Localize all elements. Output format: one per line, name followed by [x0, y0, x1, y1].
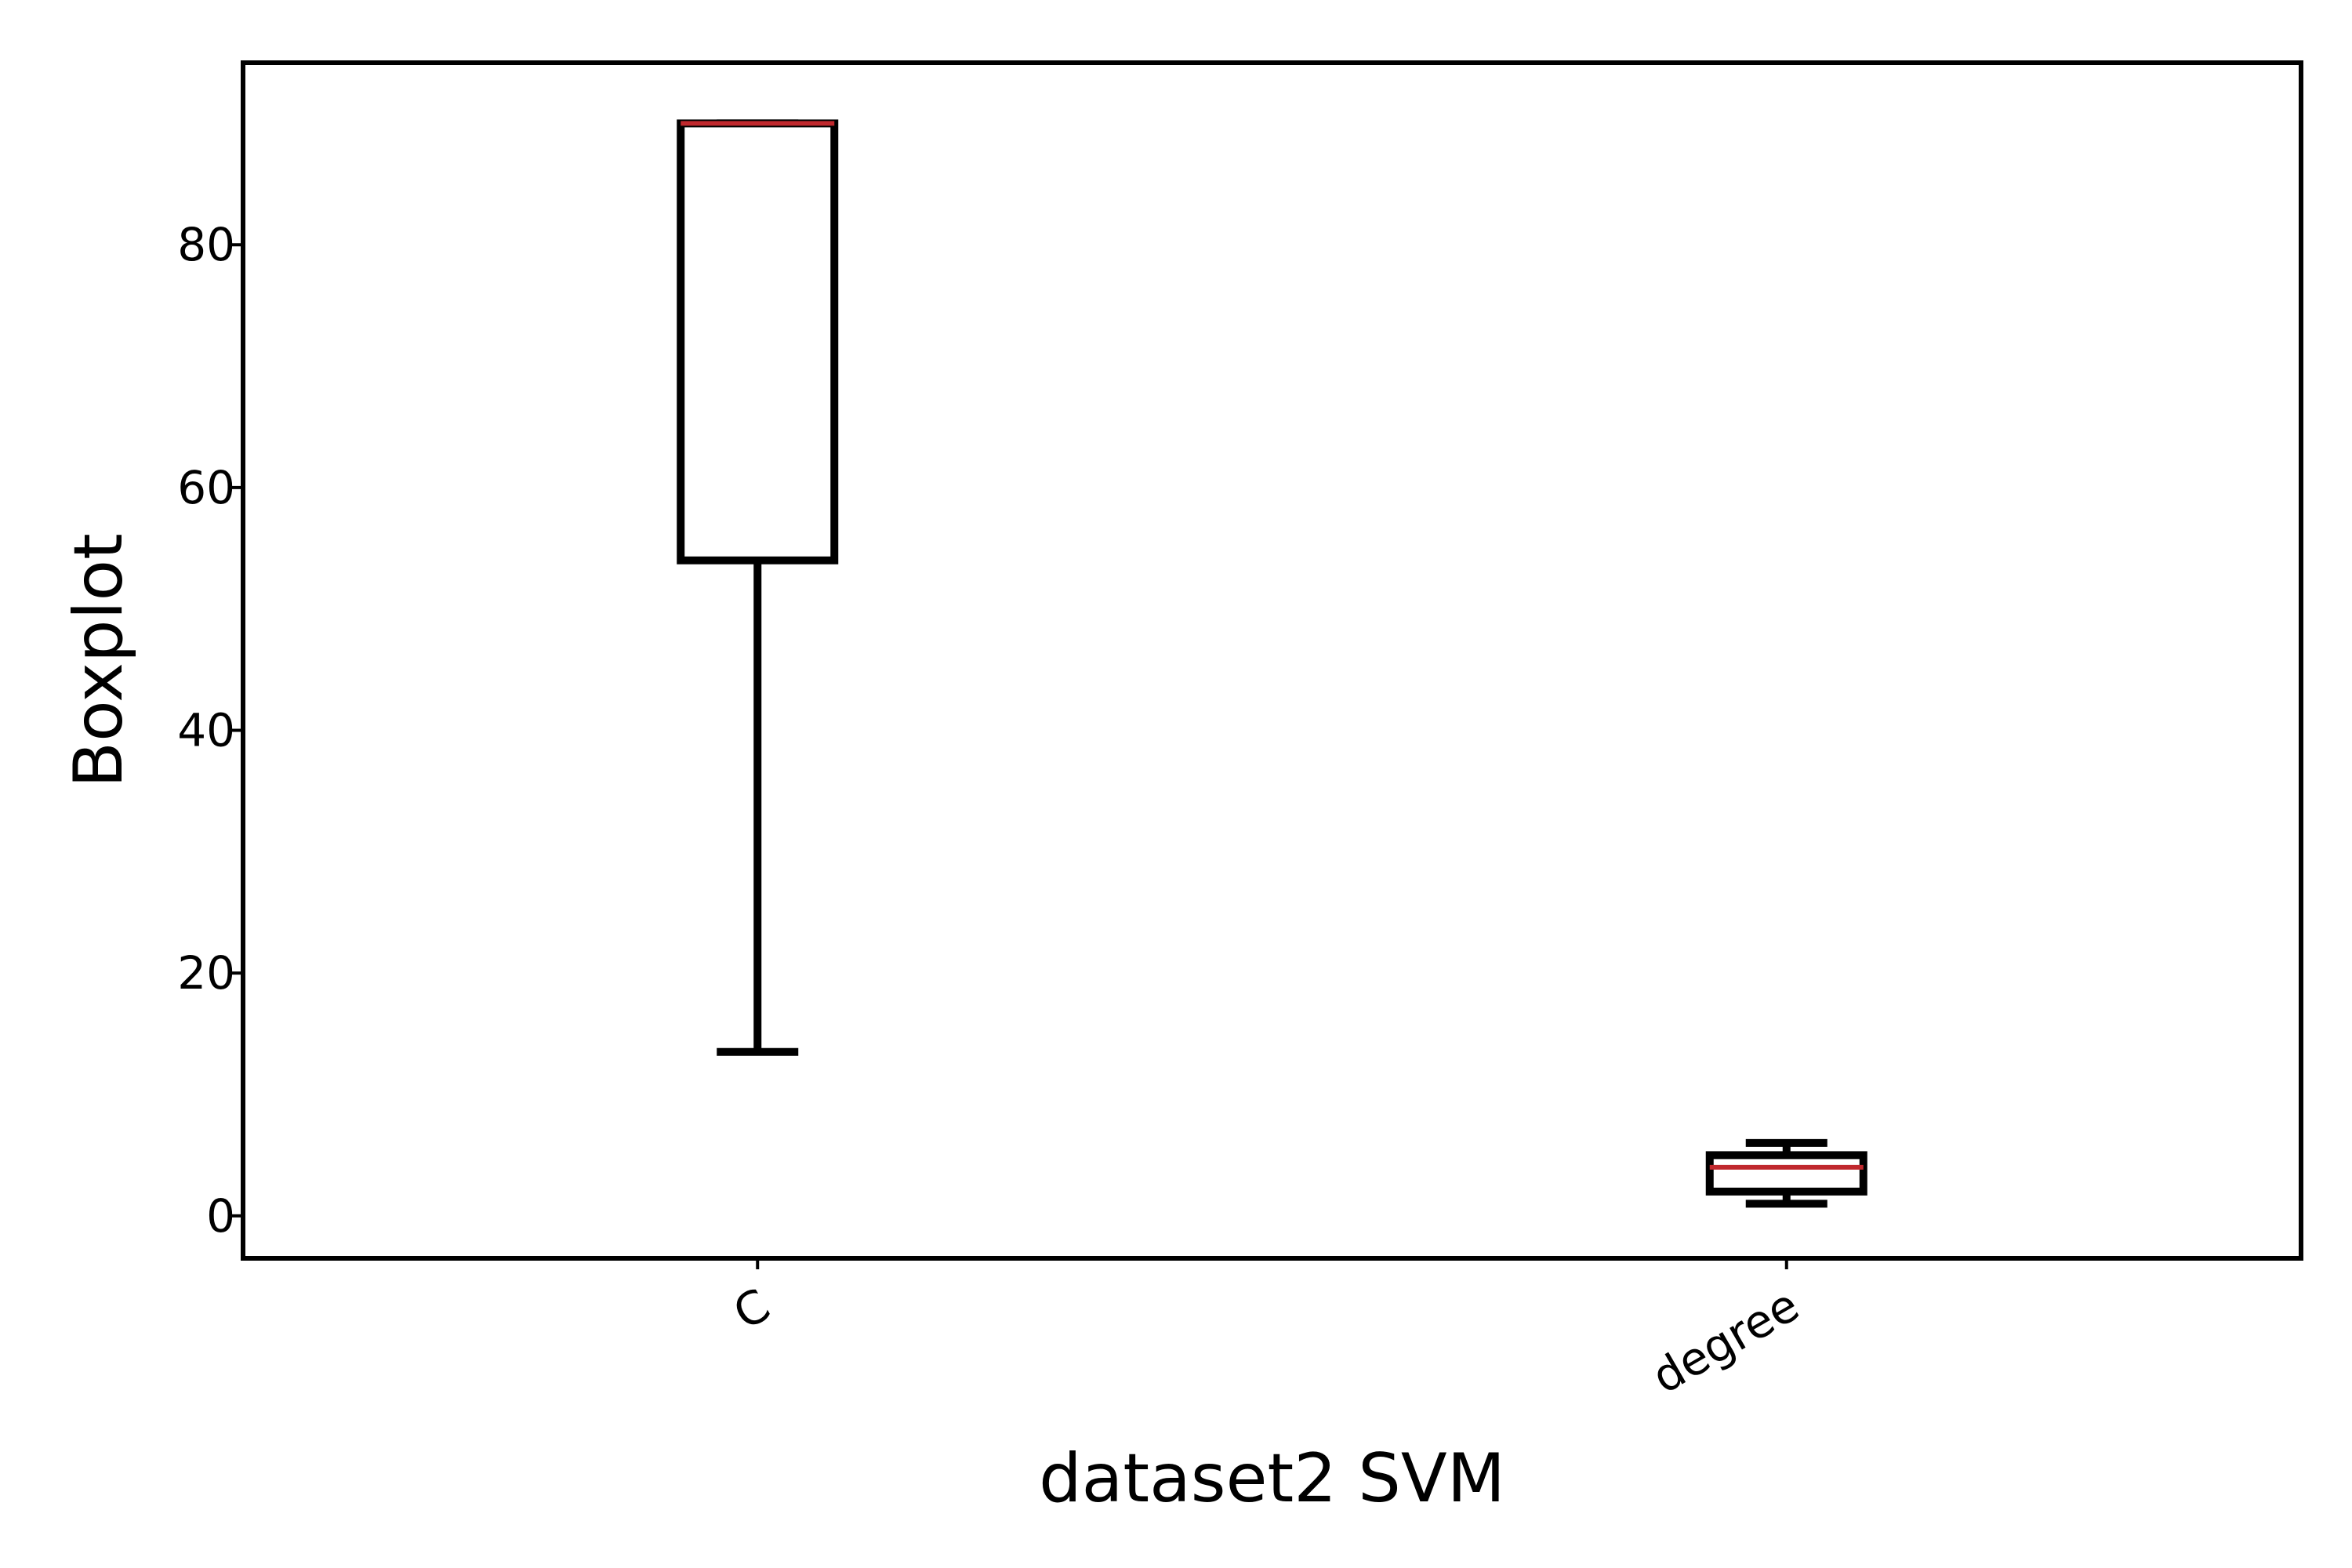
- x-tick-label: degree: [1643, 1278, 1808, 1404]
- y-tick-label: 80: [177, 218, 235, 271]
- box-iqr: [677, 119, 839, 564]
- y-axis: 0 20 40 60 80: [177, 218, 243, 1243]
- y-axis-title: Boxplot: [60, 533, 138, 788]
- x-axis-title: dataset2 SVM: [1039, 1439, 1505, 1518]
- boxes-layer: [677, 119, 1867, 1208]
- y-tick-label: 40: [177, 704, 235, 757]
- box-iqr: [1705, 1151, 1867, 1196]
- y-tick-label: 0: [206, 1189, 235, 1243]
- x-tick-label: C: [724, 1278, 779, 1340]
- y-tick-label: 60: [177, 461, 235, 514]
- plot-frame: [241, 60, 2303, 1261]
- box-degree: [1705, 1138, 1867, 1208]
- box-c: [677, 119, 839, 1056]
- y-tick-label: 20: [177, 946, 235, 1000]
